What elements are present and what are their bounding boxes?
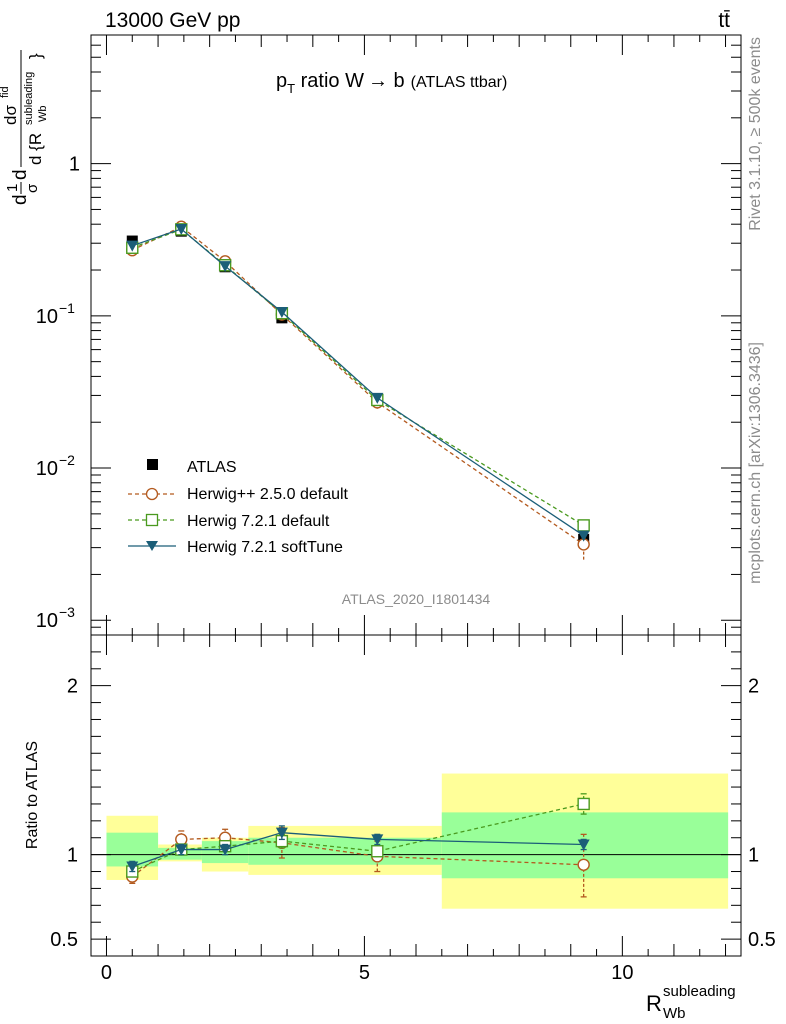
title-atlas-ttbar: (ATLAS ttbar): [411, 74, 508, 91]
main-data-point: [577, 519, 590, 532]
main-data-point: [577, 530, 590, 542]
ratio-y-tick-label-right: 0.5: [748, 929, 776, 951]
ratio-y-tick-label-right: 2: [748, 676, 759, 698]
process-label: tt̄: [718, 9, 730, 32]
main-data-point: [126, 240, 139, 252]
title-sub-t: T: [287, 81, 295, 96]
ratio-data-point: [577, 858, 590, 871]
main-y-axis-label: d 1 σ d dσ fid d {R subleading Wb }: [0, 50, 49, 205]
ratio-y-tick-label: 0.5: [50, 929, 78, 951]
ratio-y-axis-label: Ratio to ATLAS: [24, 741, 41, 849]
y-tick-label: 10: [36, 306, 58, 328]
title-p: p: [276, 70, 287, 92]
ylabel-one: 1: [4, 184, 21, 192]
ylabel-wb: Wb: [37, 106, 49, 123]
ratio-data-point: [577, 839, 590, 851]
mcplots-label: mcplots.cern.ch [arXiv:1306.3436]: [747, 342, 764, 584]
ratio-y-tick-label: 2: [67, 676, 78, 698]
title-ratio-w: ratio W: [295, 70, 364, 92]
xlabel-subleading: subleading: [663, 983, 736, 1000]
y-tick-label-exponent: −1: [59, 300, 75, 316]
ratio-data-point: [371, 834, 384, 846]
ylabel-fid: fid: [0, 86, 11, 98]
ratio-data-point: [371, 845, 384, 858]
legend-marker-herwigpp: [145, 487, 159, 501]
ylabel-subleading: subleading: [23, 72, 35, 125]
ylabel-d2: d: [10, 169, 31, 180]
xlabel-wb: Wb: [663, 1005, 686, 1022]
ratio-data-point: [175, 844, 188, 856]
main-series-line: [132, 228, 585, 537]
y-tick-label: 10: [36, 458, 58, 480]
analysis-watermark: ATLAS_2020_I1801434: [342, 591, 491, 607]
legend-marker-herwig7-default: [145, 513, 159, 527]
x-tick-label: 0: [101, 962, 112, 984]
ratio-data-point: [126, 861, 139, 873]
x-axis-label: R Wb subleading: [646, 983, 736, 1022]
main-series-line: [131, 225, 585, 545]
main-data-point: [371, 392, 384, 404]
ratio-series-line: [131, 837, 584, 878]
legend-marker-herwig7-softtune: [146, 541, 158, 551]
main-data-point: [219, 261, 232, 273]
ylabel-dsigma: dσ: [1, 105, 20, 125]
rivet-version-label: Rivet 3.1.10, ≥ 500k events: [747, 37, 764, 231]
ratio-y-tick-label-right: 1: [748, 845, 759, 867]
ylabel-close-brace: }: [26, 53, 45, 59]
ylabel-denominator: d {R: [26, 133, 45, 165]
title-arrow: →: [368, 70, 388, 92]
xlabel-r: R: [646, 991, 662, 1016]
legend: ATLAS Herwig++ 2.5.0 default Herwig 7.2.…: [128, 459, 349, 556]
legend-label-herwig7-default: Herwig 7.2.1 default: [187, 513, 330, 530]
ratio-data-point: [219, 844, 232, 856]
x-tick-label: 5: [359, 962, 370, 984]
ratio-data-point: [577, 797, 590, 811]
main-data-point: [175, 223, 188, 235]
ratio-series-line: [132, 803, 584, 873]
y-tick-label: 1: [69, 154, 80, 176]
plot-title: pT ratio W → b (ATLAS ttbar): [276, 70, 507, 96]
legend-label-herwigpp: Herwig++ 2.5.0 default: [187, 486, 349, 503]
ratio-series-line: [132, 832, 584, 868]
y-tick-label-exponent: −2: [59, 452, 75, 468]
x-tick-label: 10: [611, 962, 633, 984]
y-tick-label: 10: [36, 610, 58, 632]
energy-label: 13000 GeV pp: [105, 9, 240, 32]
legend-marker-atlas: [147, 459, 158, 470]
main-series-line: [132, 228, 584, 526]
ratio-data-point: [275, 827, 288, 839]
legend-label-atlas: ATLAS: [187, 459, 237, 476]
ylabel-sigma: σ: [24, 183, 41, 193]
title-b: b: [388, 70, 405, 92]
ylabel-d1: d: [10, 194, 31, 205]
y-tick-label-exponent: −3: [59, 604, 75, 620]
main-data-point: [275, 306, 288, 318]
ratio-data-point: [175, 833, 188, 846]
ratio-y-tick-label: 1: [67, 845, 78, 867]
legend-label-herwig7-softtune: Herwig 7.2.1 softTune: [187, 539, 343, 556]
